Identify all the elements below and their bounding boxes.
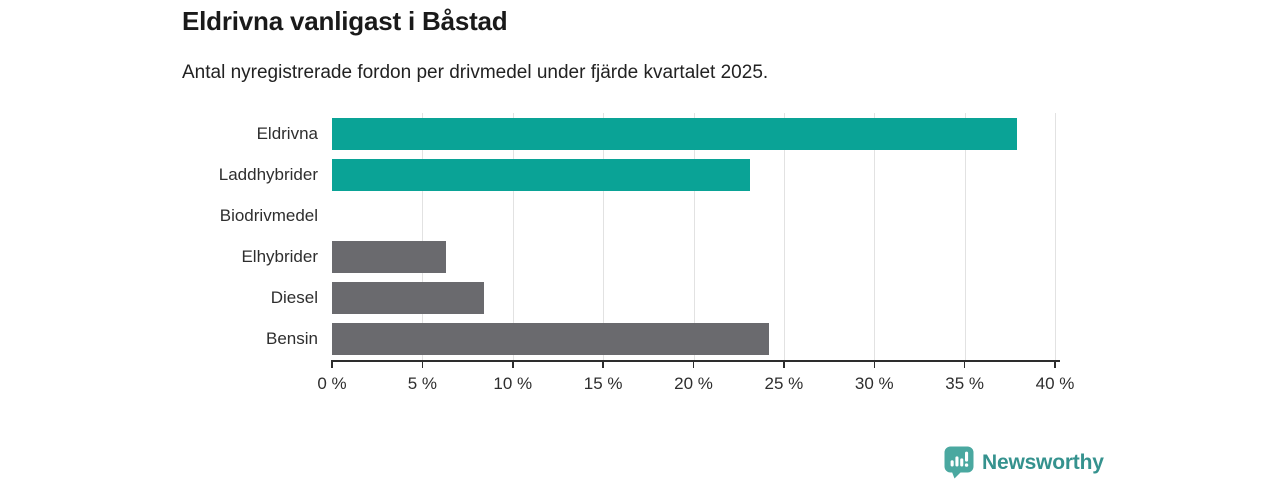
bar-eldrivna <box>332 117 1018 150</box>
gridline <box>422 113 424 360</box>
tick-mark <box>873 360 875 368</box>
gridline <box>603 113 605 360</box>
category-label-bensin: Bensin <box>266 329 318 349</box>
category-label-elhybrider: Elhybrider <box>241 247 318 267</box>
category-label-eldrivna: Eldrivna <box>256 123 318 143</box>
chart-subtitle: Antal nyregistrerade fordon per drivmede… <box>182 62 769 83</box>
gridline <box>783 113 785 360</box>
tick-label: 0 % <box>317 374 347 393</box>
tick-mark <box>331 360 333 368</box>
tick-mark <box>421 360 424 368</box>
bar-elhybrider <box>332 241 446 274</box>
x-axis-line <box>331 360 1060 362</box>
tick-label: 15 % <box>583 374 623 393</box>
gridline <box>964 113 966 360</box>
newsworthy-wordmark: Newsworthy <box>982 450 1104 474</box>
category-label-diesel: Diesel <box>270 288 318 308</box>
bar-diesel <box>332 282 484 315</box>
tick-label: 10 % <box>493 374 533 393</box>
tick-mark <box>692 360 695 368</box>
bar-laddhybrider <box>332 158 750 191</box>
tick-label: 20 % <box>674 374 713 393</box>
tick-label: 30 % <box>854 374 894 393</box>
tick-label: 40 % <box>1035 374 1075 393</box>
tick-mark <box>783 360 785 368</box>
tick-mark <box>963 360 966 368</box>
tick-label: 25 % <box>764 374 804 393</box>
category-label-laddhybrider: Laddhybrider <box>218 164 318 184</box>
tick-label: 5 % <box>407 374 438 393</box>
category-label-biodrivmedel: Biodrivmedel <box>219 205 318 225</box>
newsworthy-icon <box>944 446 974 479</box>
chart-title: Eldrivna vanligast i Båstad <box>182 6 508 36</box>
tick-label: 35 % <box>945 374 984 393</box>
newsworthy-logo: Newsworthy <box>944 446 1104 479</box>
tick-mark <box>512 360 514 368</box>
tick-mark <box>1054 360 1056 368</box>
tick-mark <box>602 360 604 368</box>
gridline <box>1055 113 1056 360</box>
gridline <box>693 113 695 360</box>
gridline <box>874 113 876 360</box>
bar-bensin <box>332 323 770 356</box>
gridline <box>512 113 514 360</box>
